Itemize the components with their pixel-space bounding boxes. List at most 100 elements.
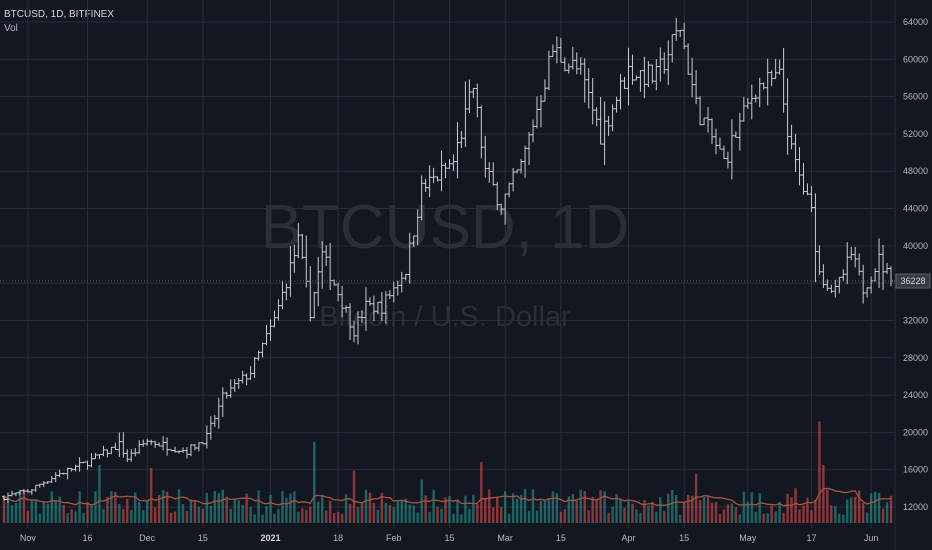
volume-bar — [106, 496, 109, 523]
volume-bar — [885, 502, 889, 523]
volume-bar — [50, 491, 53, 523]
time-tick-label: Jun — [864, 533, 879, 543]
ohlc-bar — [73, 464, 78, 472]
time-tick-label: 2021 — [260, 533, 280, 543]
time-tick-label: Dec — [139, 533, 156, 543]
volume-bar — [655, 511, 658, 523]
volume-bar — [328, 500, 332, 523]
ohlc-bar — [37, 483, 42, 488]
volume-bar — [376, 509, 380, 523]
ohlc-bar — [367, 297, 372, 306]
last-price-label: 36228 — [900, 276, 925, 286]
ohlc-bar — [821, 264, 826, 288]
ohlc-bar — [137, 440, 142, 454]
volume-bar — [98, 465, 101, 523]
ohlc-bar — [757, 77, 762, 108]
volume-bar — [507, 513, 511, 523]
volume-indicator-label[interactable]: Vol — [4, 23, 18, 34]
volume-bar — [607, 512, 610, 523]
ohlc-bar — [737, 112, 742, 151]
volume-bar — [579, 489, 582, 523]
ohlc-bar — [216, 397, 221, 429]
ohlc-bar — [753, 94, 758, 103]
ohlc-bar — [324, 245, 329, 266]
volume-bar — [201, 508, 205, 523]
ohlc-bar — [777, 59, 782, 75]
volume-bar — [718, 513, 722, 523]
ohlc-bar — [81, 461, 86, 464]
volume-bar — [822, 465, 825, 523]
ohlc-bar — [523, 145, 528, 178]
volume-bar — [865, 512, 869, 523]
ohlc-bar — [145, 438, 150, 446]
volume-bar — [877, 492, 881, 523]
ohlc-bar — [574, 52, 579, 75]
volume-bar — [782, 512, 785, 523]
ohlc-bar — [85, 460, 90, 470]
ohlc-bar — [554, 36, 559, 64]
volume-bar — [348, 503, 352, 523]
ohlc-bar — [117, 432, 122, 457]
ohlc-bar — [793, 133, 798, 173]
volume-bar — [368, 492, 372, 523]
volume-bar — [388, 505, 392, 523]
ohlc-bar — [149, 439, 154, 446]
ohlc-bar — [212, 415, 217, 427]
ohlc-bar — [200, 441, 205, 445]
ohlc-bar — [284, 283, 289, 301]
volume-bar — [591, 497, 594, 523]
ohlc-bar — [17, 490, 22, 495]
ohlc-bar — [630, 54, 635, 85]
volume-bar — [774, 511, 777, 523]
volume-bar — [165, 491, 169, 523]
ohlc-bar — [749, 84, 754, 120]
volume-bar — [118, 504, 121, 523]
volume-bar — [321, 494, 324, 523]
ohlc-bar — [459, 131, 464, 149]
volume-bar — [110, 491, 113, 523]
ohlc-bar — [721, 145, 726, 159]
volume-bar — [66, 512, 69, 523]
ohlc-bar — [57, 469, 62, 478]
volume-bar — [245, 493, 248, 523]
time-tick-label: Mar — [497, 533, 513, 543]
ohlc-bar — [538, 95, 543, 128]
volume-bar — [651, 501, 654, 523]
volume-bar — [356, 507, 360, 523]
volume-bar — [798, 509, 801, 523]
volume-bar — [324, 510, 328, 523]
volume-bar — [468, 508, 471, 523]
ohlc-bar — [77, 457, 82, 472]
last-price-marker: 36228 — [0, 273, 931, 289]
volume-bar — [547, 498, 551, 523]
volume-bar — [153, 507, 157, 523]
ohlc-bar — [626, 47, 631, 106]
volume-bar — [360, 502, 364, 523]
volume-bar — [74, 511, 77, 523]
volume-bar — [643, 499, 646, 523]
ohlc-bar — [761, 82, 766, 90]
volume-bar — [332, 512, 336, 523]
ohlc-bar — [336, 282, 341, 302]
grid — [0, 0, 895, 528]
ohlc-bar — [415, 209, 420, 246]
ohlc-bar — [419, 175, 424, 221]
ohlc-bar — [45, 481, 50, 484]
ohlc-bar — [220, 387, 225, 418]
volume-bar — [62, 504, 65, 523]
symbol-title[interactable]: BTCUSD, 1D, BITFINEX — [4, 9, 115, 20]
volume-bar — [734, 507, 738, 523]
ohlc-bar — [499, 203, 504, 216]
time-tick-label: 18 — [333, 533, 343, 543]
volume-bar — [826, 489, 829, 523]
volume-bar — [802, 505, 805, 523]
volume-bar — [543, 500, 547, 523]
time-tick-label: Apr — [621, 533, 635, 543]
ohlc-bar — [272, 310, 277, 328]
volume-bar — [806, 497, 809, 523]
volume-bar — [599, 490, 602, 523]
time-axis[interactable]: Nov 16 Dec 15 2021 18 Feb 15 Mar 15 Apr 15 May 17 Jun — [20, 533, 879, 543]
volume-bar — [675, 495, 678, 523]
ohlc-bar — [694, 70, 699, 105]
